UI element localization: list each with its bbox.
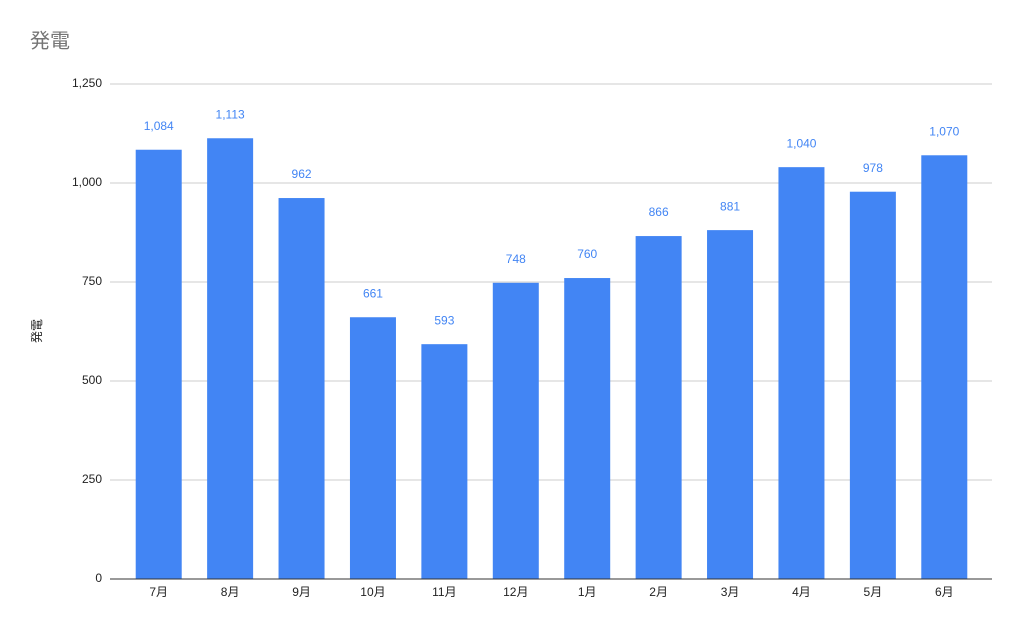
bar xyxy=(564,278,611,579)
x-tick-label: 7月 xyxy=(149,585,168,599)
x-tick-label: 6月 xyxy=(935,585,954,599)
data-label: 661 xyxy=(363,286,383,300)
x-tick-label: 4月 xyxy=(792,585,811,599)
data-label: 978 xyxy=(863,161,883,175)
y-tick-label: 250 xyxy=(82,472,102,486)
data-label: 866 xyxy=(649,205,669,219)
bar xyxy=(349,317,396,579)
x-tick-label: 1月 xyxy=(578,585,597,599)
bar xyxy=(207,138,254,579)
x-tick-label: 8月 xyxy=(221,585,240,599)
data-label: 1,040 xyxy=(786,136,816,150)
bar xyxy=(421,344,468,579)
data-label: 1,084 xyxy=(144,119,174,133)
bar xyxy=(278,198,325,579)
x-tick-label: 11月 xyxy=(432,585,456,599)
y-tick-label: 1,000 xyxy=(72,175,102,189)
bar xyxy=(135,149,182,579)
x-tick-label: 12月 xyxy=(503,585,528,599)
data-label: 593 xyxy=(434,313,454,327)
x-tick-label: 5月 xyxy=(864,585,883,599)
data-label: 1,070 xyxy=(929,124,959,138)
y-tick-label: 0 xyxy=(95,571,102,585)
data-label: 760 xyxy=(577,247,597,261)
x-tick-label: 3月 xyxy=(721,585,740,599)
bar xyxy=(921,155,968,579)
x-tick-label: 2月 xyxy=(649,585,668,599)
x-tick-label: 10月 xyxy=(360,585,385,599)
data-label: 962 xyxy=(292,167,312,181)
bar xyxy=(707,230,754,579)
bar xyxy=(492,282,539,579)
y-axis-label: 発電 xyxy=(30,319,44,343)
data-label: 881 xyxy=(720,199,740,213)
bar xyxy=(635,236,682,579)
bar xyxy=(849,191,896,579)
data-label: 1,113 xyxy=(216,107,245,121)
data-label: 748 xyxy=(506,252,526,266)
y-tick-label: 750 xyxy=(82,274,102,288)
chart-title: 発電 xyxy=(30,29,70,52)
y-tick-label: 1,250 xyxy=(72,76,102,90)
bar xyxy=(778,167,825,579)
y-tick-label: 500 xyxy=(82,373,102,387)
x-tick-label: 9月 xyxy=(292,585,311,599)
